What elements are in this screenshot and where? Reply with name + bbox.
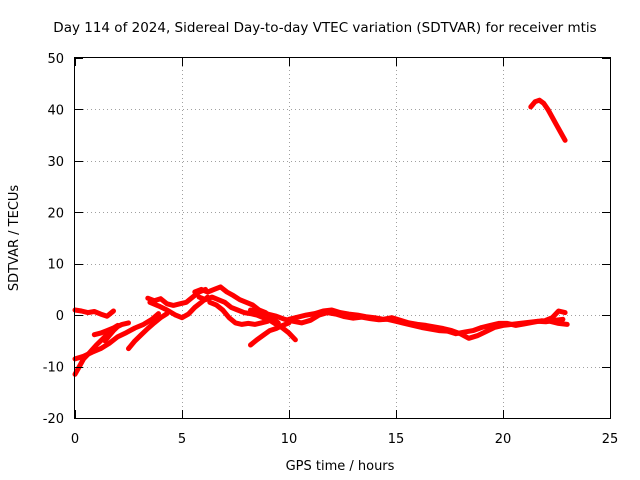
axis-ticks: -20 -10 0 10 20 30 40 50 0 5 10 15 20 25 — [43, 52, 619, 447]
x-tick-label: 5 — [178, 432, 186, 447]
y-tick-label: 10 — [47, 258, 64, 273]
y-tick-label: 40 — [47, 103, 64, 118]
y-tick-label: -20 — [43, 412, 64, 427]
y-tick-label: 50 — [47, 52, 64, 67]
y-tick-label: -10 — [43, 361, 64, 376]
x-axis-label: GPS time / hours — [286, 459, 395, 474]
x-tick-label: 15 — [388, 432, 405, 447]
x-tick-label: 10 — [281, 432, 298, 447]
series-arc-7 — [145, 286, 208, 308]
x-tick-label: 20 — [495, 432, 512, 447]
series-arc-11 — [207, 299, 271, 327]
series-arc-12 — [248, 320, 292, 348]
x-tick-label: 25 — [602, 432, 619, 447]
y-axis-label: SDTVAR / TECUs — [7, 185, 22, 292]
series-arc-15 — [543, 308, 568, 323]
gridlines — [75, 58, 610, 418]
y-tick-label: 20 — [47, 206, 64, 221]
series-arc-3 — [72, 311, 161, 362]
series-arc-8 — [147, 294, 211, 321]
series-arc-6 — [126, 311, 170, 352]
series-arc-14 — [286, 307, 566, 341]
data-series-group — [72, 97, 570, 377]
plot-frame — [74, 57, 611, 419]
x-tick-label: 0 — [71, 432, 79, 447]
series-arc-16 — [528, 97, 568, 143]
y-tick-label: 30 — [47, 155, 64, 170]
y-tick-label: 0 — [56, 309, 64, 324]
series-arc-5 — [102, 320, 131, 344]
chart-title: Day 114 of 2024, Sidereal Day-to-day VTE… — [53, 20, 596, 36]
series-arc-1 — [72, 307, 116, 319]
